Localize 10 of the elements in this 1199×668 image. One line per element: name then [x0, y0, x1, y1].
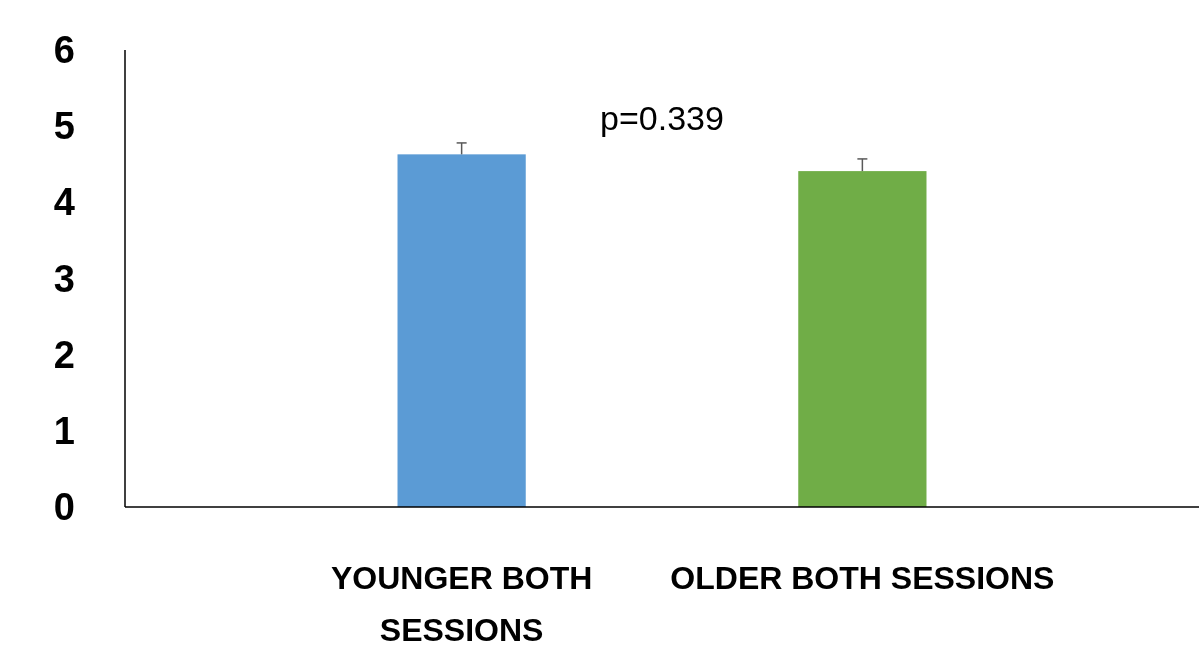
x-tick-label: OLDER BOTH SESSIONS — [670, 560, 1055, 596]
annotation: p=0.339 — [600, 99, 724, 137]
y-tick-label: 0 — [53, 486, 75, 528]
x-tick-label: YOUNGER BOTH SESSIONS — [330, 560, 593, 648]
y-tick-label: 2 — [53, 333, 75, 376]
y-tick-label: 5 — [53, 105, 75, 148]
y-tick-label: 1 — [53, 409, 75, 452]
y-tick-label: 3 — [53, 257, 75, 300]
y-tick-label: 6 — [53, 29, 75, 71]
y-tick-label: 4 — [53, 181, 75, 224]
